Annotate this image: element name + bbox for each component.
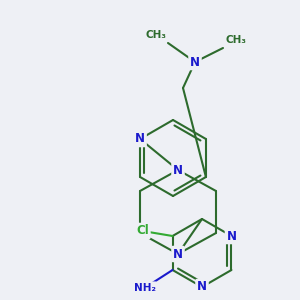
Text: N: N: [173, 164, 183, 176]
Text: NH₂: NH₂: [134, 283, 156, 293]
Text: N: N: [226, 230, 236, 242]
Text: N: N: [197, 280, 207, 293]
Text: Cl: Cl: [136, 224, 149, 238]
Text: N: N: [173, 248, 183, 260]
Text: CH₃: CH₃: [225, 35, 246, 45]
Text: N: N: [135, 133, 145, 146]
Text: CH₃: CH₃: [145, 30, 166, 40]
Text: N: N: [190, 56, 200, 68]
